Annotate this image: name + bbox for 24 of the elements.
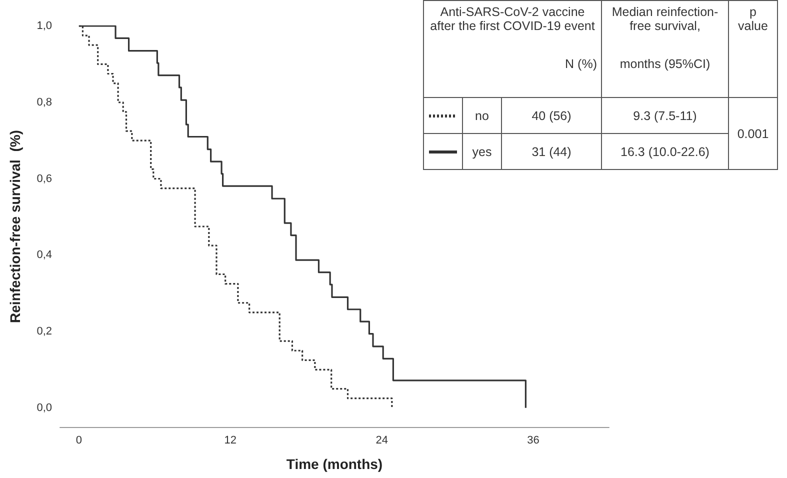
legend-label: yes — [462, 134, 502, 170]
y-tick-label: 0,2 — [36, 326, 52, 338]
text: 16.3 (10.0-22.6) — [602, 134, 728, 170]
y-tick-label: 0,8 — [36, 96, 52, 108]
annotation: 40 (56) — [502, 98, 602, 134]
legend-label: no — [462, 98, 502, 134]
annotation: N (%) — [564, 57, 597, 71]
y-tick-label: 0,6 — [36, 172, 52, 185]
y-tick-label: 1,0 — [36, 20, 52, 32]
x-tick-label: 36 — [527, 434, 540, 446]
text: months (95%CI) — [618, 57, 712, 71]
text: 9.3 (7.5-11) — [602, 98, 728, 134]
text: 0.001 — [728, 98, 778, 170]
y-tick-label: 0,4 — [36, 249, 52, 262]
y-tick-label: 0,0 — [36, 402, 52, 414]
text: p value — [737, 4, 769, 33]
x-axis-title: Time (months) — [286, 456, 383, 472]
x-tick-label: 12 — [224, 434, 237, 446]
y-axis-title: Reinfection-free survival (%) — [7, 130, 23, 323]
legend-title: Anti-SARS-CoV-2 vaccine after the first COVID-19 event — [429, 4, 596, 33]
text: Median reinfection-free survival, — [610, 4, 720, 33]
x-tick-label: 24 — [376, 434, 388, 446]
x-tick-label: 0 — [76, 434, 82, 446]
annotation: 31 (44) — [502, 134, 602, 170]
